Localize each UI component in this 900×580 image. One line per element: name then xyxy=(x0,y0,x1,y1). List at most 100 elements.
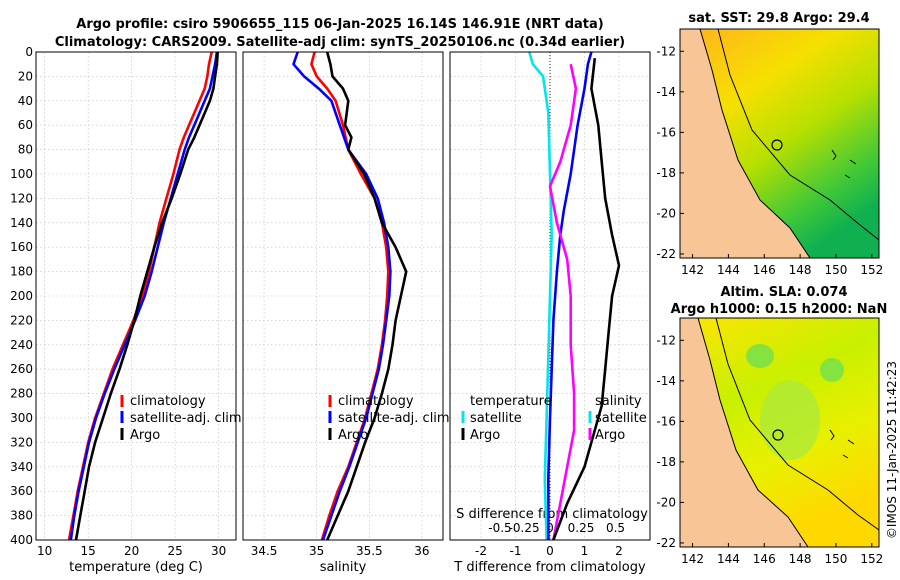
map-y-tick-label: -22 xyxy=(656,247,676,261)
temperature-legend: climatology satellite-adj. clim Argo xyxy=(120,394,242,443)
series-line-argo xyxy=(74,51,219,541)
y-tick-label: 0 xyxy=(25,45,33,59)
series-line-argo xyxy=(325,51,408,541)
title-line-2: Climatology: CARS2009. Satellite-adj cli… xyxy=(55,35,625,50)
temperature-legend-climatology: climatology xyxy=(130,394,206,409)
map-y-tick-label: -16 xyxy=(656,414,676,428)
sla-map-shelf-contour xyxy=(715,317,880,531)
y-tick-label: 40 xyxy=(18,94,33,108)
x-tick-label: 25 xyxy=(167,544,182,558)
axes-frame xyxy=(35,51,237,541)
s-tick-label: 0.5 xyxy=(606,521,625,535)
y-tick-label: 240 xyxy=(10,338,33,352)
s-tick-label: 0 xyxy=(546,521,554,535)
sst-map: 142 144 146 148 150 152 -12 -14 -16 -18 -20 -22 xyxy=(656,28,883,277)
sst-map-title: sat. SST: 29.8 Argo: 29.4 xyxy=(688,11,869,26)
x-tick-label: 0 xyxy=(546,544,554,558)
s-axis-label: S difference from climatology xyxy=(456,507,648,522)
series-line-salinity-satellite xyxy=(548,63,578,541)
salinity-legend-climatology: climatology xyxy=(338,394,414,409)
map-x-tick-label: 148 xyxy=(789,263,812,277)
s-tick-label: -0.5 xyxy=(488,521,511,535)
series-line-salinity-argo xyxy=(552,57,621,541)
x-tick-label: 30 xyxy=(211,544,226,558)
temperature-legend-argo: Argo xyxy=(130,428,160,443)
difference-legend-t-satellite: satellite xyxy=(470,411,522,426)
y-tick-label: 320 xyxy=(10,435,33,449)
salinity-panel: 34.5 35 35.5 36 salinity xyxy=(242,51,444,575)
difference-legend-salinity: salinity xyxy=(595,394,642,409)
y-tick-label: 400 xyxy=(10,533,33,547)
map-y-tick-label: -18 xyxy=(656,166,676,180)
x-tick-label: 35.5 xyxy=(356,544,383,558)
x-tick-label: 36 xyxy=(414,544,429,558)
sla-map: 142 144 146 148 150 152 -12 -14 -16 -18 -20 -22 xyxy=(656,317,883,566)
map-x-tick-label: 144 xyxy=(717,263,740,277)
y-tick-label: 160 xyxy=(10,240,33,254)
s-tick-label: -0.25 xyxy=(509,521,540,535)
x-axis-label: temperature (deg C) xyxy=(69,560,203,575)
y-tick-label: 380 xyxy=(10,509,33,523)
map-x-tick-label: 144 xyxy=(717,552,740,566)
sla-map-profile-marker xyxy=(772,429,784,441)
sst-map-reef xyxy=(831,149,857,179)
difference-legend: temperature satellite Argo salinity sate… xyxy=(461,394,647,443)
axes-frame xyxy=(449,51,651,541)
y-tick-label: 100 xyxy=(10,167,33,181)
sst-map-shelf-contour xyxy=(717,28,880,241)
salinity-legend-argo: Argo xyxy=(338,428,368,443)
map-x-tick-label: 152 xyxy=(860,263,883,277)
x-tick-label: 10 xyxy=(37,544,52,558)
difference-legend-s-argo: Argo xyxy=(595,428,625,443)
temperature-panel: 0 20 40 60 80 100 120 140 160 180 200 220 240 260 280 3… xyxy=(10,45,237,575)
map-y-tick-label: -12 xyxy=(656,333,676,347)
map-x-tick-label: 142 xyxy=(681,263,704,277)
map-y-tick-label: -22 xyxy=(656,536,676,550)
title-line-1: Argo profile: csiro 5906655_115 06-Jan-2… xyxy=(76,17,603,32)
y-tick-label: 360 xyxy=(10,484,33,498)
sst-map-profile-marker xyxy=(771,139,783,151)
map-x-tick-label: 146 xyxy=(753,552,776,566)
map-x-tick-label: 150 xyxy=(825,263,848,277)
map-x-tick-label: 146 xyxy=(753,263,776,277)
y-tick-label: 80 xyxy=(18,143,33,157)
map-y-tick-label: -20 xyxy=(656,206,676,220)
x-tick-label: 1 xyxy=(581,544,589,558)
map-x-tick-label: 150 xyxy=(825,552,848,566)
map-y-tick-label: -16 xyxy=(656,125,676,139)
sla-map-reef xyxy=(829,429,855,459)
sla-map-title-1: Altim. SLA: 0.074 xyxy=(721,285,848,300)
y-tick-label: 140 xyxy=(10,216,33,230)
x-tick-label: 34.5 xyxy=(251,544,278,558)
y-tick-label: 200 xyxy=(10,289,33,303)
y-tick-label: 120 xyxy=(10,191,33,205)
y-tick-label: 20 xyxy=(18,69,33,83)
temperature-legend-satellite: satellite-adj. clim xyxy=(130,411,242,426)
map-x-tick-label: 152 xyxy=(860,552,883,566)
difference-legend-temperature: temperature xyxy=(470,394,552,409)
x-tick-label: 35 xyxy=(309,544,324,558)
x-tick-label: 20 xyxy=(124,544,139,558)
y-tick-label: 260 xyxy=(10,362,33,376)
y-tick-label: 280 xyxy=(10,387,33,401)
difference-panel: -2 -1 0 1 2 -0.5-0.25 0 0.25 0.5S difference fro… xyxy=(449,51,651,575)
y-tick-label: 220 xyxy=(10,313,33,327)
y-tick-label: 180 xyxy=(10,265,33,279)
salinity-legend-satellite: satellite-adj. clim xyxy=(338,411,450,426)
x-tick-label: -2 xyxy=(475,544,487,558)
series-line-satellite-adj-clim xyxy=(292,51,392,541)
y-tick-label: 300 xyxy=(10,411,33,425)
x-tick-label: 15 xyxy=(81,544,96,558)
x-axis-label: salinity xyxy=(320,560,367,575)
map-y-tick-label: -14 xyxy=(656,374,676,388)
difference-legend-s-satellite: satellite xyxy=(595,411,647,426)
series-line-temperature-satellite xyxy=(528,51,553,541)
map-x-tick-label: 142 xyxy=(681,552,704,566)
map-y-tick-label: -20 xyxy=(656,495,676,509)
axes-frame xyxy=(242,51,444,541)
difference-legend-t-argo: Argo xyxy=(470,428,500,443)
map-y-tick-label: -18 xyxy=(656,455,676,469)
series-line-satellite-adj-clim xyxy=(69,51,219,541)
x-tick-label: -1 xyxy=(510,544,522,558)
sla-map-title-2: Argo h1000: 0.15 h2000: NaN xyxy=(671,302,888,317)
